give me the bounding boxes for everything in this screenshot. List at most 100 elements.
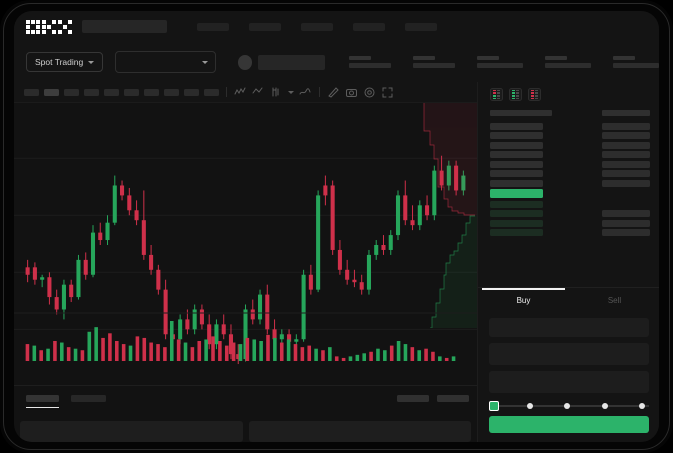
orderbook-bid-row[interactable] bbox=[478, 217, 659, 227]
timeframe-9[interactable] bbox=[204, 88, 219, 96]
orders-content bbox=[14, 417, 477, 442]
orderbook-bids-icon[interactable] bbox=[509, 88, 522, 101]
pair-select[interactable] bbox=[115, 51, 216, 73]
timeframe-8[interactable] bbox=[184, 88, 199, 96]
percent-mark-25[interactable] bbox=[526, 402, 533, 409]
orderbook-ask-row[interactable] bbox=[478, 168, 659, 177]
trading-mode-select[interactable]: Spot Trading bbox=[26, 52, 104, 72]
nav-item-2[interactable] bbox=[301, 22, 333, 31]
orders-action-1[interactable] bbox=[397, 395, 429, 402]
tab-order-history[interactable] bbox=[71, 395, 106, 402]
trade-sidebar: Buy Sell bbox=[477, 82, 659, 442]
tab-sell-label: Sell bbox=[607, 296, 622, 305]
nav-item-4[interactable] bbox=[405, 22, 437, 31]
orderbook-bid-row[interactable] bbox=[478, 208, 659, 217]
fullscreen-icon[interactable] bbox=[381, 86, 394, 99]
percent-slider[interactable] bbox=[489, 399, 649, 413]
timeframe-1[interactable] bbox=[44, 88, 59, 96]
orderbook-ask-row[interactable] bbox=[478, 149, 659, 158]
ticker-stat-label-4 bbox=[613, 56, 635, 60]
price-field[interactable] bbox=[489, 343, 649, 365]
search-input[interactable] bbox=[82, 20, 167, 33]
ticker-stat-value-1 bbox=[413, 63, 455, 68]
depth-chart-overlay bbox=[423, 103, 477, 328]
timeframe-4[interactable] bbox=[104, 88, 119, 96]
chart-canvas bbox=[14, 155, 477, 365]
camera-icon[interactable] bbox=[345, 86, 358, 99]
ticker-stats bbox=[349, 56, 659, 68]
orderbook-ask-row[interactable] bbox=[478, 158, 659, 168]
orderbook-bid-row[interactable] bbox=[478, 227, 659, 236]
market-subbar: Spot Trading bbox=[14, 42, 659, 82]
chevron-down-icon bbox=[201, 60, 208, 64]
order-type-field[interactable] bbox=[489, 318, 649, 337]
timeframe-5[interactable] bbox=[124, 88, 139, 96]
orderbook-size bbox=[602, 122, 650, 130]
orders-card-2 bbox=[248, 421, 471, 442]
line-chart-icon[interactable] bbox=[299, 86, 312, 99]
orderbook-bid-row[interactable] bbox=[478, 198, 659, 208]
ticker-stat-value-2 bbox=[477, 63, 523, 68]
timeframe-3[interactable] bbox=[84, 88, 99, 96]
ticker-stat-label-3 bbox=[545, 56, 567, 60]
tab-sell[interactable]: Sell bbox=[569, 288, 659, 313]
orderbook-price bbox=[490, 170, 543, 177]
orderbook-ask-row[interactable] bbox=[478, 130, 659, 139]
orderbook-ask-row[interactable] bbox=[478, 120, 659, 130]
orders-action-2[interactable] bbox=[437, 395, 469, 402]
timeframe-0[interactable] bbox=[24, 88, 39, 96]
ticker-stat-label-2 bbox=[477, 56, 499, 60]
nav-item-1[interactable] bbox=[249, 22, 281, 31]
orderbook[interactable] bbox=[478, 108, 659, 288]
orderbook-col-size bbox=[602, 110, 650, 116]
orderbook-price bbox=[490, 229, 543, 236]
ticker-stat-0 bbox=[349, 56, 391, 68]
tab-buy[interactable]: Buy bbox=[478, 288, 569, 313]
buy-sell-tabs: Buy Sell bbox=[478, 287, 659, 313]
percent-mark-50[interactable] bbox=[564, 402, 570, 409]
tab-open-orders[interactable] bbox=[26, 395, 59, 408]
orderbook-col-price bbox=[490, 110, 552, 116]
percent-mark-100[interactable] bbox=[639, 402, 645, 409]
orderbook-size bbox=[602, 160, 650, 168]
pair-avatar bbox=[237, 54, 253, 70]
okx-logo-glyph-2 bbox=[58, 19, 72, 34]
percent-mark-75[interactable] bbox=[601, 402, 608, 409]
orderbook-asks-icon[interactable] bbox=[528, 88, 541, 101]
candlestick-chart[interactable] bbox=[14, 103, 477, 385]
ticker-stat-value-3 bbox=[545, 63, 591, 68]
orderbook-both-icon[interactable] bbox=[490, 88, 503, 101]
orderbook-ask-row[interactable] bbox=[478, 177, 659, 187]
timeframe-2[interactable] bbox=[64, 88, 79, 96]
orderbook-price bbox=[490, 122, 543, 130]
orderbook-size bbox=[602, 179, 650, 187]
ticker-stat-label-1 bbox=[413, 56, 435, 60]
orderbook-rows bbox=[478, 120, 659, 236]
indicators-icon[interactable] bbox=[234, 86, 247, 99]
orderbook-ask-row[interactable] bbox=[478, 139, 659, 149]
submit-buy-button[interactable] bbox=[489, 416, 649, 433]
timeframe-6[interactable] bbox=[144, 88, 159, 96]
orderbook-header bbox=[478, 108, 659, 120]
okx-pixel-logo[interactable] bbox=[26, 19, 72, 34]
orders-tabbar-actions bbox=[397, 395, 469, 402]
amount-field[interactable] bbox=[489, 371, 649, 393]
percent-slider-handle[interactable] bbox=[489, 400, 499, 411]
orderbook-last-price-row[interactable] bbox=[478, 187, 659, 198]
orderbook-price bbox=[490, 179, 543, 187]
pair-name bbox=[258, 54, 325, 70]
orders-card-1 bbox=[20, 421, 243, 442]
orderbook-size bbox=[602, 189, 650, 196]
nav-item-0[interactable] bbox=[197, 22, 229, 31]
orderbook-size bbox=[602, 210, 650, 217]
compare-icon[interactable] bbox=[252, 86, 265, 99]
settings-gear-icon[interactable] bbox=[363, 86, 376, 99]
drawing-pencil-icon[interactable] bbox=[327, 86, 340, 99]
orderbook-size bbox=[602, 201, 650, 208]
chart-type-icon[interactable] bbox=[270, 86, 283, 99]
tab-buy-label: Buy bbox=[516, 296, 531, 305]
timeframe-7[interactable] bbox=[164, 88, 179, 96]
nav-item-3[interactable] bbox=[353, 22, 385, 31]
chevron-down-icon[interactable] bbox=[288, 90, 294, 94]
orderbook-price bbox=[490, 189, 543, 198]
